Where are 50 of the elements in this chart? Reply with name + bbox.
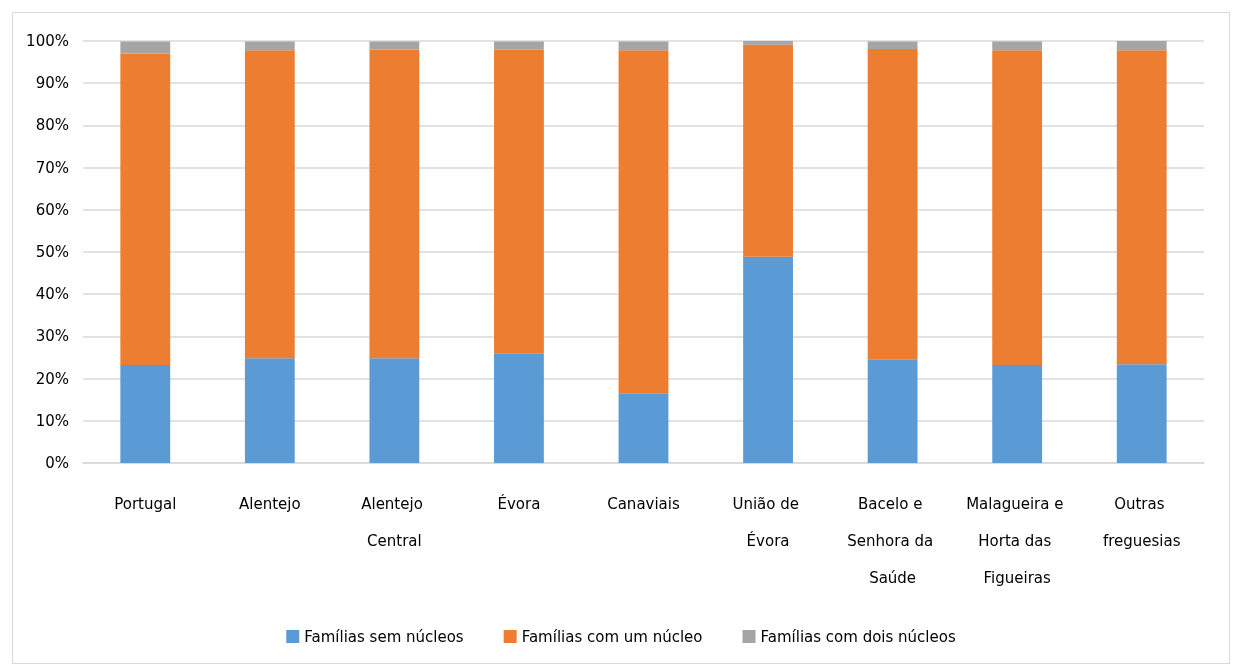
category-label: Alentejo Central [361, 494, 423, 550]
x-tick-label: Portugal [114, 494, 177, 513]
bar [1116, 41, 1167, 51]
bar [244, 358, 295, 463]
category-label: União de Évora [732, 494, 799, 550]
bar [867, 49, 918, 360]
bar [867, 41, 918, 50]
legend-label: Famílias com um núcleo [521, 627, 703, 646]
bar [992, 50, 1043, 366]
x-tick-label: Évora [497, 493, 541, 513]
bar [120, 365, 171, 463]
bar [494, 49, 544, 354]
y-tick-label: 90% [35, 74, 69, 93]
y-tick-label: 40% [35, 285, 69, 304]
bar [618, 50, 669, 394]
bar [120, 41, 171, 54]
bar [618, 393, 669, 463]
bar [244, 50, 295, 359]
x-tick-label: Alentejo [239, 494, 301, 513]
y-tick-label: 60% [35, 200, 69, 219]
bar [992, 41, 1043, 51]
bar [369, 49, 420, 359]
legend-label: Famílias sem núcleos [304, 627, 464, 646]
bar [867, 359, 918, 463]
y-tick-label: 100% [26, 32, 69, 50]
y-tick-label: 80% [35, 116, 69, 135]
bar [618, 41, 669, 51]
y-tick-label: 20% [35, 369, 69, 388]
category-label: Bacelo e Senhora da Saúde [847, 494, 934, 587]
bar [743, 44, 793, 257]
category-label: Malagueira e Horta das Figueiras [966, 494, 1064, 587]
y-tick-label: 0% [45, 454, 69, 472]
category-label: Outras freguesias [1102, 494, 1181, 550]
y-tick-label: 70% [35, 158, 69, 177]
bar [120, 53, 171, 366]
y-tick-label: 50% [35, 243, 69, 261]
bar [743, 256, 793, 463]
bar [369, 41, 420, 50]
legend-label: Famílias com dois núcleos [760, 627, 956, 646]
bar [1116, 364, 1167, 463]
y-tick-label: 10% [35, 411, 69, 430]
y-tick-label: 30% [35, 327, 69, 346]
bar [992, 365, 1043, 463]
bar [1116, 50, 1167, 365]
bar [244, 41, 295, 51]
bar [494, 41, 544, 50]
x-tick-label: Canaviais [607, 494, 680, 513]
bar [494, 353, 544, 463]
bar [743, 41, 793, 45]
bar [369, 358, 420, 463]
